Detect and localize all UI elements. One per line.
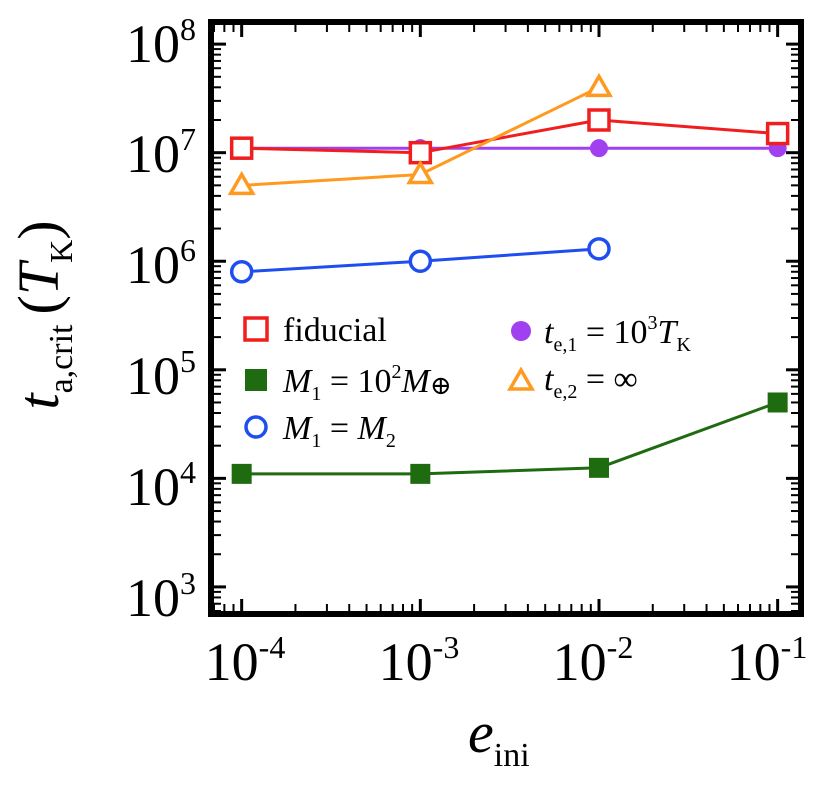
y-tick-labels: 103 104 105 106 107 108: [126, 11, 196, 628]
y-tick-label-1e6: 106: [126, 232, 196, 295]
data-point-blue-3: [587, 237, 611, 261]
series-layer: [227, 72, 790, 484]
legend-label-te1: te,1 = 103TK: [544, 312, 691, 356]
data-point-green-3: [588, 457, 609, 478]
data-point-green-2: [410, 463, 431, 484]
data-point-orange-2: [406, 159, 435, 185]
series-line-green: [241, 401, 779, 476]
data-point-red-2: [408, 140, 433, 165]
x-tick-label-1: 10-4: [205, 629, 286, 692]
legend-marker-m1-m2: [244, 415, 268, 439]
data-point-orange-1: [227, 170, 256, 196]
legend-label-te2: te,2 = ∞: [544, 361, 638, 403]
data-point-blue-1: [229, 260, 254, 284]
legend-label-m1-m2: M1 = M2: [282, 410, 396, 452]
y-tick-label-1e3: 103: [126, 565, 196, 628]
plot-frame: [208, 19, 804, 617]
data-point-orange-3: [584, 72, 614, 98]
x-tick-label-4: 10-1: [727, 629, 808, 692]
series-green: [231, 392, 788, 484]
legend-marker-te1: [511, 321, 531, 341]
y-tick-label-1e7: 107: [126, 121, 196, 184]
legend-label-m1-earth: M1 = 102M⊕: [282, 361, 452, 405]
x-tick-label-3: 10-2: [553, 629, 634, 692]
series-red: [229, 108, 790, 165]
data-point-red-1: [229, 136, 254, 160]
series-blue: [229, 237, 611, 284]
data-point-red-4: [765, 121, 790, 146]
legend: fiducial M1 = 102M⊕ M1 = M2 te,1 = 103TK…: [243, 312, 691, 452]
legend-label-fiducial: fiducial: [283, 312, 387, 349]
x-axis-label: eini: [468, 700, 530, 774]
legend-marker-m1-earth: [245, 369, 267, 391]
x-tick-label-2: 10-3: [379, 629, 460, 692]
y-axis-label: ta,crit(TK): [6, 220, 80, 409]
ticks: [213, 25, 798, 612]
data-point-purple-3: [589, 139, 608, 158]
series-orange: [227, 72, 614, 196]
y-tick-label-1e8: 108: [126, 11, 196, 74]
data-point-red-3: [587, 108, 611, 132]
data-point-blue-2: [408, 249, 433, 273]
y-tick-label-1e5: 105: [126, 343, 196, 406]
data-point-green-4: [767, 392, 788, 413]
legend-marker-te2: [506, 366, 536, 391]
data-point-green-1: [231, 463, 252, 484]
y-tick-label-1e4: 104: [126, 454, 196, 517]
x-tick-labels: 10-4 10-3 10-2 10-1: [205, 629, 808, 692]
series-purple: [232, 139, 787, 158]
series-line-red: [241, 118, 778, 155]
legend-marker-fiducial: [243, 316, 269, 342]
